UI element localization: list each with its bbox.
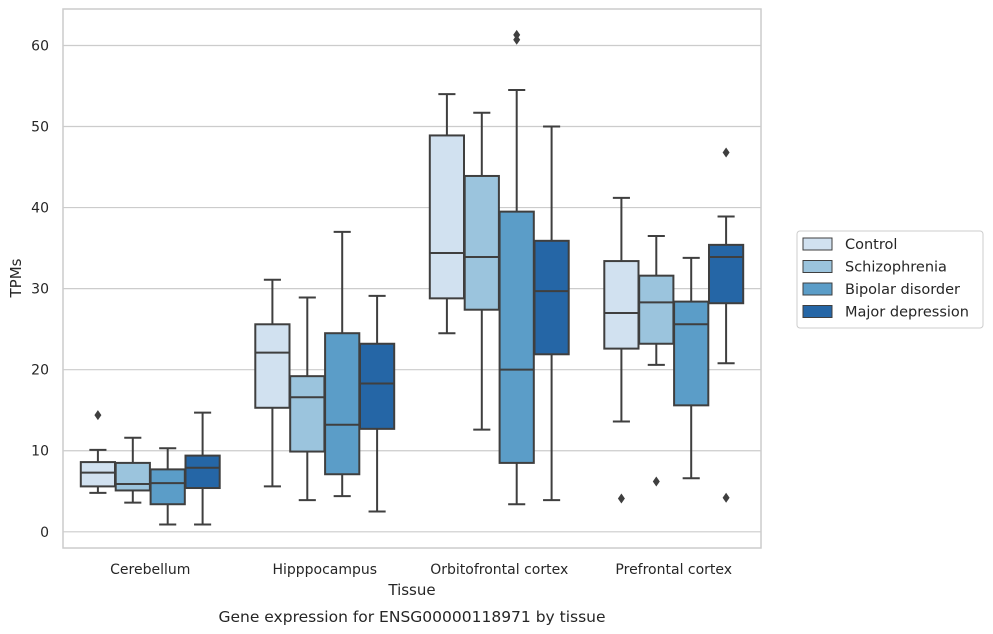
box-iqr — [254, 323, 291, 409]
legend-swatch — [802, 305, 833, 318]
box-iqr — [114, 461, 151, 492]
outlier-point — [722, 147, 730, 158]
outlier-point — [722, 492, 730, 503]
legend-label: Control — [845, 237, 897, 253]
outlier-point — [513, 29, 521, 40]
x-tick-label: Orbitofrontal cortex — [430, 562, 568, 578]
legend-swatch — [802, 237, 833, 251]
y-tick-label: 0 — [40, 525, 49, 541]
box-iqr — [498, 210, 535, 464]
outlier-point — [94, 410, 102, 421]
x-tick-label: Hipppocampus — [272, 562, 377, 578]
y-gridlines — [63, 44, 761, 533]
box — [358, 294, 396, 513]
box-iqr — [289, 375, 326, 453]
x-axis-title: Tissue — [387, 581, 435, 599]
box — [498, 29, 535, 506]
legend: Control Schizophrenia Bipolar disorder Majo… — [796, 230, 984, 329]
box — [463, 111, 500, 431]
box-series — [79, 29, 745, 526]
outlier-point — [617, 493, 625, 504]
box-iqr — [358, 342, 396, 430]
box — [707, 147, 745, 503]
y-tick-labels: 0 10 20 30 40 50 60 — [31, 38, 49, 540]
x-tick-label: Cerebellum — [110, 562, 190, 578]
legend-swatch — [802, 282, 833, 296]
legend-swatch — [802, 260, 833, 273]
y-tick-label: 30 — [31, 282, 49, 298]
legend-label: Bipolar disorder — [845, 282, 960, 298]
box-iqr — [533, 239, 570, 356]
box-iqr — [149, 468, 186, 506]
y-tick-label: 60 — [31, 38, 49, 54]
y-tick-label: 50 — [31, 120, 49, 136]
box — [289, 296, 326, 502]
box — [254, 278, 291, 488]
box — [184, 411, 221, 526]
box-iqr — [324, 332, 361, 476]
series-control — [79, 93, 640, 504]
plot-frame — [62, 8, 762, 549]
x-tick-label: Prefrontal cortex — [615, 562, 732, 578]
box-iqr — [638, 274, 675, 345]
y-axis-title: TPMs — [7, 258, 25, 298]
box-iqr — [428, 134, 466, 300]
legend-label: Major depression — [845, 305, 969, 321]
series-major-depression — [184, 125, 745, 526]
box-iqr — [707, 243, 745, 305]
box — [114, 436, 151, 504]
box — [428, 93, 466, 335]
y-tick-label: 10 — [31, 444, 49, 460]
box-iqr — [79, 461, 117, 488]
box-iqr — [184, 454, 221, 490]
box — [673, 256, 710, 480]
y-tick-label: 40 — [31, 201, 49, 217]
legend-label: Schizophrenia — [845, 260, 947, 276]
outlier-point — [652, 476, 660, 487]
x-tick-labels: Cerebellum Hipppocampus Orbitofrontal cort… — [110, 562, 732, 578]
series-bipolar-disorder — [149, 29, 710, 526]
legend-frame — [796, 230, 984, 329]
box — [149, 447, 186, 526]
box-iqr — [463, 174, 500, 311]
box-iqr — [673, 300, 710, 407]
box-iqr — [603, 260, 640, 350]
y-tick-label: 20 — [31, 363, 49, 379]
box — [533, 125, 570, 502]
box — [79, 410, 117, 494]
figure-caption: Gene expression for ENSG00000118971 by t… — [218, 608, 605, 626]
